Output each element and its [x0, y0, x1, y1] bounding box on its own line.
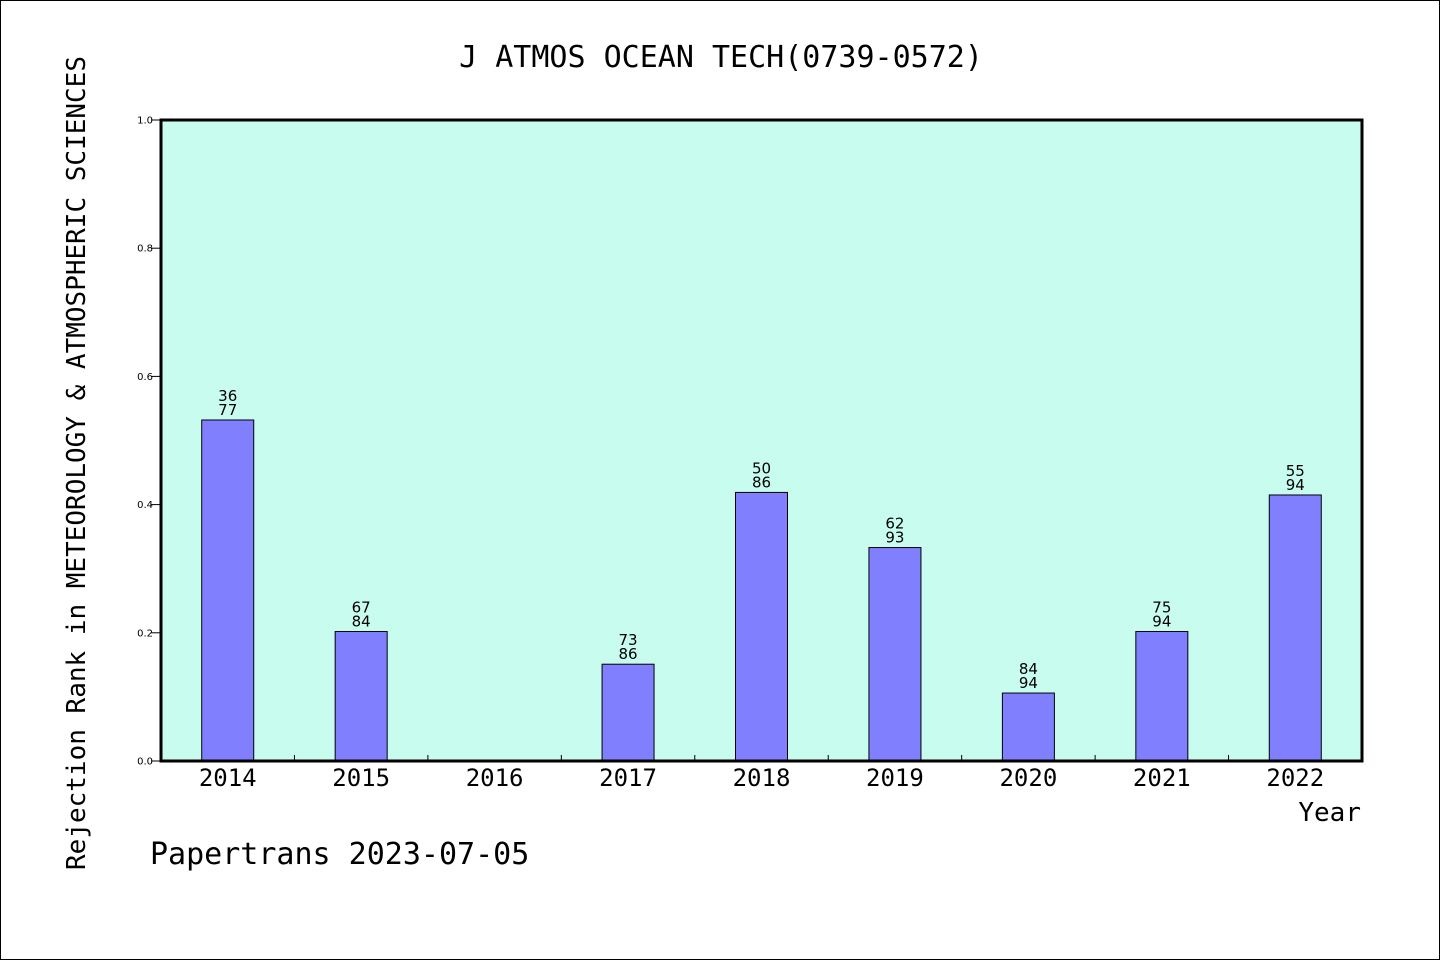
bar-label-top: 75: [1152, 599, 1171, 617]
bar-label-top: 84: [1019, 660, 1038, 678]
bar-2020: [1001, 692, 1055, 762]
bar-label-bottom: 94: [1286, 476, 1305, 494]
bar-label-top: 67: [352, 599, 371, 617]
y-tick-label: 0.8: [137, 244, 153, 255]
bar-label-bottom: 94: [1152, 613, 1171, 631]
bar-2019: [868, 547, 922, 762]
x-tick-label: 2019: [866, 764, 924, 792]
x-tick-label: 2015: [332, 764, 390, 792]
x-tick-label: 2021: [1133, 764, 1191, 792]
bar-2017: [601, 663, 655, 762]
bar-2022: [1268, 494, 1322, 762]
y-tick-label: 0.6: [137, 372, 153, 383]
bar-2018: [735, 491, 788, 762]
y-tick-label: 1.0: [137, 116, 153, 127]
bar-label-bottom: 86: [619, 645, 638, 663]
y-axis-title: Rejection Rank in METEOROLOGY & ATMOSPHE…: [62, 56, 92, 870]
bar-label-top: 73: [619, 631, 638, 649]
bar-label-bottom: 94: [1019, 674, 1038, 692]
bar-label-top: 55: [1286, 462, 1305, 480]
bar-2014: [201, 419, 255, 762]
y-tick-label: 0.4: [137, 500, 153, 511]
bar-label-top: 36: [218, 387, 237, 405]
plot-frame: [159, 118, 1364, 763]
bars: [201, 419, 1322, 762]
x-tick-label: 2022: [1266, 764, 1324, 792]
x-tick-label: 2017: [599, 764, 657, 792]
bar-2015: [334, 631, 388, 762]
bar-label-bottom: 84: [352, 613, 371, 631]
x-tick-label: 2018: [733, 764, 791, 792]
bar-label-top: 62: [885, 515, 904, 533]
y-axis-ticks: 0.0 0.2 0.4 0.6 0.8 1.0: [137, 116, 161, 768]
x-tick-label: 2020: [999, 764, 1057, 792]
bar-2021: [1135, 631, 1189, 762]
x-axis-ticks: 2014 2015 2016 2017 2018 2019 2020 2021 2022: [199, 755, 1324, 792]
chart-title: J ATMOS OCEAN TECH(0739-0572): [459, 40, 983, 75]
x-tick-label: 2014: [199, 764, 257, 792]
y-tick-label: 0.0: [137, 757, 153, 768]
bar-label-bottom: 86: [752, 473, 771, 491]
x-axis-title: Year: [1298, 798, 1361, 828]
y-tick-label: 0.2: [137, 628, 153, 639]
bar-label-top: 50: [752, 459, 771, 477]
footer-date-stamp: Papertrans 2023-07-05: [150, 837, 529, 872]
x-tick-label: 2016: [466, 764, 524, 792]
bar-label-bottom: 77: [218, 401, 237, 419]
bar-label-bottom: 93: [885, 529, 904, 547]
